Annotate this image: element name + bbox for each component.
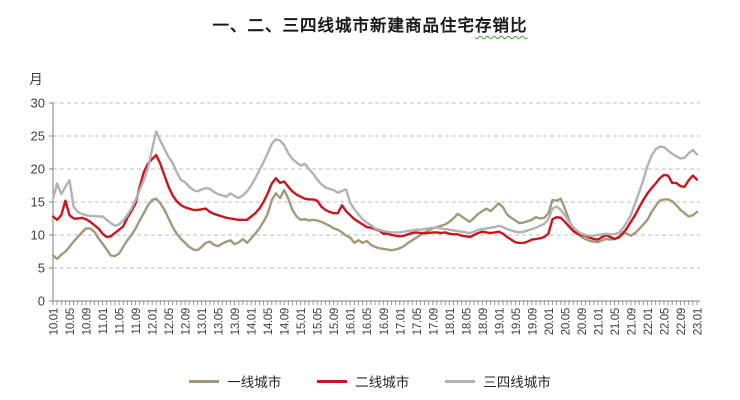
y-tick-label: 5 [38,261,45,276]
x-tick-label: 17.05 [412,308,424,335]
legend-item-tier34: 三四线城市 [445,371,551,391]
chart-title: 一、二、三四线城市新建商品住宅存销比 [0,12,740,36]
x-tick-label: 22.05 [660,308,672,335]
x-tick-label: 19.09 [527,308,539,335]
x-tick-label: 20.05 [560,308,572,335]
x-tick-label: 15.09 [329,308,341,335]
y-tick-label: 15 [31,195,45,210]
x-tick-label: 19.05 [511,308,523,335]
x-tick-label: 21.01 [593,308,605,335]
x-tick-label: 13.05 [214,308,226,335]
x-tick-label: 10.01 [49,308,61,335]
legend-label-tier34: 三四线城市 [483,375,551,390]
x-tick-label: 22.09 [676,308,688,335]
x-tick-label: 14.09 [280,308,292,335]
x-tick-label: 21.09 [626,308,638,335]
x-tick-label: 15.01 [296,308,308,335]
x-tick-label: 12.05 [164,308,176,335]
x-tick-label: 20.09 [577,308,589,335]
x-tick-label: 13.09 [230,308,242,335]
x-tick-label: 18.01 [445,308,457,335]
legend-item-tier2: 二线城市 [317,371,409,391]
y-tick-label: 0 [38,294,45,309]
y-tick-label: 25 [31,129,45,144]
legend-label-tier1: 一线城市 [227,375,282,390]
x-tick-label: 12.09 [181,308,193,335]
y-tick-label: 10 [31,228,45,243]
x-tick-label: 16.09 [379,308,391,335]
x-tick-label: 19.01 [494,308,506,335]
chart-legend: 一线城市 二线城市 三四线城市 [0,371,740,391]
y-tick-label: 20 [31,162,45,177]
x-tick-label: 18.09 [478,308,490,335]
series-line-tier2 [51,153,699,245]
y-tick-label: 30 [31,96,45,111]
x-tick-label: 11.01 [98,308,110,334]
x-tick-label: 13.01 [197,308,209,335]
x-tick-label: 16.01 [346,308,358,335]
x-tick-label: 15.05 [313,308,325,335]
legend-swatch-tier1 [189,379,220,383]
legend-swatch-tier2 [317,379,348,383]
x-tick-label: 18.05 [461,308,473,335]
x-tick-label: 23.01 [693,308,705,335]
chart-title-main: 一、二、三四线城市新建商品住宅 [212,17,475,35]
chart-title-tail: 存销比 [475,17,528,35]
x-tick-label: 17.09 [428,308,440,335]
x-tick-label: 14.05 [263,308,275,335]
legend-label-tier2: 二线城市 [355,375,410,390]
series-line-tier1 [51,188,699,261]
x-tick-label: 20.01 [544,308,556,335]
x-tick-label: 16.05 [362,308,374,335]
x-tick-label: 11.09 [131,308,143,334]
y-axis-unit-label: 月 [29,72,43,87]
x-tick-label: 22.01 [643,308,655,335]
series-line-tier34 [51,130,699,237]
x-tick-label: 10.09 [82,308,94,335]
line-chart: 0 5 10 15 20 25 30 月 10.01 10.05 10.09 11.01 11.05 11… [29,72,705,335]
x-tick-label: 17.01 [395,308,407,335]
x-tick-label: 21.05 [610,308,622,335]
x-tick-label: 10.05 [65,308,77,335]
x-tick-label: 11.05 [115,308,127,334]
legend-item-tier1: 一线城市 [189,371,281,391]
x-tick-label: 12.01 [148,308,160,335]
x-tick-label: 14.01 [247,308,259,335]
legend-swatch-tier34 [445,379,476,383]
